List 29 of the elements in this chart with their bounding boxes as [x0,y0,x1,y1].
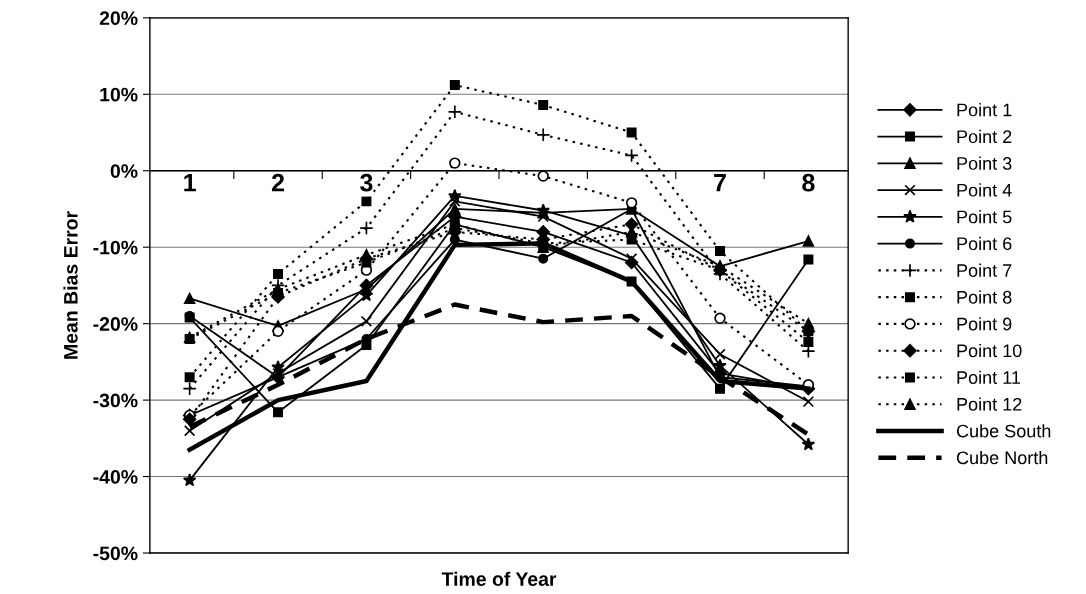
legend-label: Point 9 [957,317,1012,331]
legend-label: Point 7 [957,263,1012,277]
legend-label: Point 1 [957,103,1012,117]
legend-label: Point 3 [957,156,1012,170]
legend-label: Point 11 [957,370,1021,384]
legend-label: Cube North [956,450,1048,465]
y-tick-label: -20% [93,317,138,331]
y-tick-label: 10% [100,87,138,102]
y-tick-label: -50% [93,546,138,561]
legend-label: Point 5 [957,210,1012,224]
legend-label: Point 12 [957,397,1022,411]
legend-label: Point 6 [957,236,1012,251]
y-tick-label: -10% [93,240,138,255]
y-tick-label: 0% [110,164,138,178]
y-axis-title: Mean Bias Error [63,211,78,359]
y-tick-label: -30% [93,393,138,408]
x-tick-label: 3 [360,173,373,192]
x-tick-label: 8 [802,173,815,192]
legend-label: Cube South [956,424,1051,438]
x-axis-title: Time of Year [441,571,557,587]
x-tick-label: 2 [271,173,284,192]
y-tick-label: -40% [93,470,138,484]
legend-label: Point 8 [957,290,1012,304]
y-tick-label: 20% [99,11,138,26]
x-tick-label: 1 [184,174,196,192]
legend-label: Point 4 [957,183,1012,197]
x-tick-label: 7 [714,174,726,192]
legend-label: Point 2 [957,129,1012,144]
legend-label: Point 10 [957,343,1022,358]
